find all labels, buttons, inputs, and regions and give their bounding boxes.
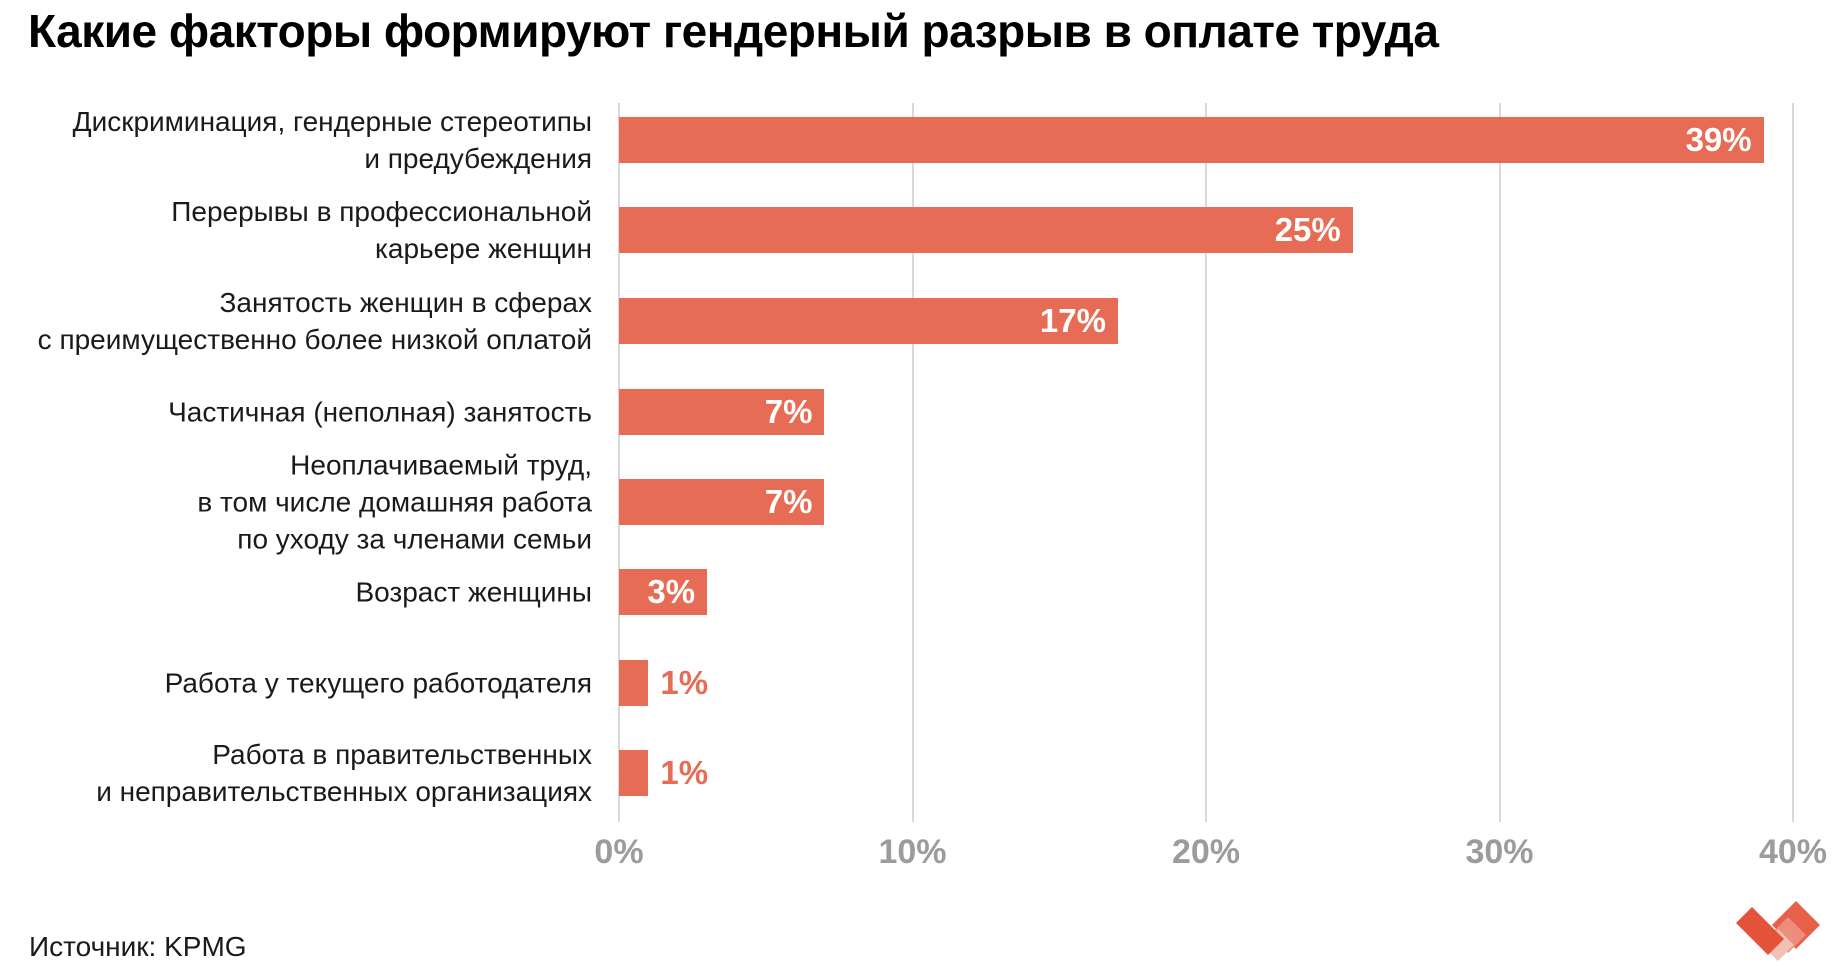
value-label: 1%: [660, 664, 709, 701]
category-label: Дискриминация, гендерные стереотипы и пр…: [72, 106, 592, 174]
x-axis-tick-label: 40%: [1758, 833, 1828, 871]
category-label: Частичная (неполная) занятость: [168, 396, 592, 428]
bar: 39%: [619, 117, 1764, 163]
value-label: 17%: [1039, 302, 1106, 339]
value-label: 7%: [764, 483, 813, 520]
category-label: Неоплачиваемый труд, в том числе домашня…: [197, 449, 592, 555]
chart-title: Какие факторы формируют гендерный разрыв…: [28, 5, 1439, 57]
value-label: 3%: [647, 573, 696, 610]
gridline: [1205, 103, 1207, 822]
category-label: Работа у текущего работодателя: [164, 667, 592, 699]
gridline: [911, 103, 914, 822]
bar: 17%: [619, 298, 1118, 344]
x-axis-tick-label: 10%: [878, 833, 947, 871]
value-label: 7%: [764, 393, 813, 430]
bar: [619, 660, 649, 706]
category-label: Занятость женщин в сферах с преимуществе…: [37, 287, 592, 355]
gridline: [618, 103, 620, 822]
category-label: Работа в правительственных и неправитель…: [96, 739, 592, 807]
category-label: Возраст женщины: [355, 576, 592, 608]
value-label: 39%: [1685, 121, 1752, 158]
bar: 7%: [619, 479, 825, 525]
x-axis-tick-label: 20%: [1171, 833, 1241, 871]
bar: 3%: [619, 569, 708, 615]
bar: 25%: [619, 207, 1353, 253]
value-label: 25%: [1274, 211, 1341, 248]
x-axis-tick-label: 0%: [594, 833, 644, 871]
gridline: [1792, 103, 1794, 822]
source-note: Источник: KPMG: [29, 931, 247, 962]
bar: 7%: [619, 389, 825, 435]
x-axis-tick-label: 30%: [1465, 833, 1534, 871]
bar: [619, 750, 649, 796]
gridline: [1498, 103, 1501, 822]
category-label: Перерывы в профессиональной карьере женщ…: [171, 196, 592, 264]
heart-logo-icon: [1736, 901, 1820, 961]
value-label: 1%: [660, 754, 709, 791]
